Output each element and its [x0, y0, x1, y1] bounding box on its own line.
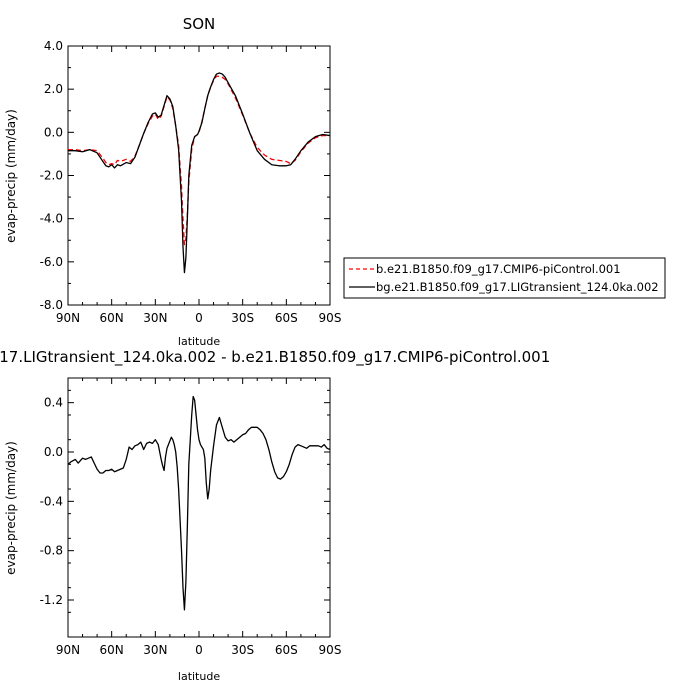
top-x-tick-label: 0 [195, 311, 203, 325]
bottom-series-layer [67, 395, 331, 611]
top-y-axis-label: evap-precip (mm/day) [4, 109, 18, 243]
top-y-tick-label: -8.0 [40, 298, 63, 312]
top-x-tick-label: 60S [275, 311, 298, 325]
legend: b.e21.B1850.f09_g17.CMIP6-piControl.001 … [343, 257, 666, 299]
top-y-tick-label: 4.0 [44, 39, 63, 53]
bottom-panel: bg.e21.B1850.f09_g17.LIGtransient_124.0k… [0, 348, 550, 683]
top-chart-title: SON [183, 15, 216, 33]
bottom-series-line-0 [67, 395, 331, 611]
bottom-x-tick-label: 60N [100, 643, 124, 657]
top-x-tick-label: 30N [143, 311, 167, 325]
bottom-x-tick-label: 30N [143, 643, 167, 657]
top-x-axis: 90N 60N 30N 0 30S 60S 90S [56, 46, 342, 325]
bottom-plot-frame [67, 377, 331, 638]
top-y-tick-label: -6.0 [40, 255, 63, 269]
top-y-tick-label: 0.0 [44, 125, 63, 139]
top-y-tick-label: -4.0 [40, 212, 63, 226]
bottom-y-tick-label: 0.0 [44, 445, 63, 459]
legend-label-control: b.e21.B1850.f09_g17.CMIP6-piControl.001 [376, 262, 621, 276]
bottom-chart-title: bg.e21.B1850.f09_g17.LIGtransient_124.0k… [0, 348, 550, 367]
top-x-tick-label: 60N [100, 311, 124, 325]
bottom-y-axis-label: evap-precip (mm/day) [4, 441, 18, 575]
top-y-axis: 4.0 2.0 0.0 -2.0 -4.0 -6.0 -8.0 [40, 39, 330, 312]
legend-label-lig: bg.e21.B1850.f09_g17.LIGtransient_124.0k… [376, 280, 659, 294]
bottom-x-tick-label: 0 [195, 643, 203, 657]
legend-box [343, 257, 666, 299]
bottom-y-axis: 0.4 0.0 -0.4 -0.8 -1.2 [40, 389, 330, 638]
top-x-tick-label: 90N [56, 311, 80, 325]
bottom-x-tick-label: 30S [231, 643, 254, 657]
bottom-x-tick-label: 90N [56, 643, 80, 657]
top-series-layer [68, 72, 331, 274]
top-plot-frame [67, 45, 331, 306]
bottom-y-tick-label: 0.4 [44, 396, 63, 410]
bottom-x-tick-label: 60S [275, 643, 298, 657]
bottom-x-axis-label: latitude [178, 670, 220, 683]
bottom-y-tick-label: -0.4 [40, 494, 63, 508]
top-series-line-0 [68, 75, 330, 246]
top-x-axis-label: latitude [178, 335, 220, 348]
top-y-tick-label: 2.0 [44, 82, 63, 96]
top-x-tick-label: 90S [319, 311, 342, 325]
bottom-y-tick-label: -1.2 [40, 593, 63, 607]
top-y-tick-label: -2.0 [40, 169, 63, 183]
bottom-x-tick-label: 90S [319, 643, 342, 657]
bottom-y-tick-label: -0.8 [40, 544, 63, 558]
top-x-tick-label: 30S [231, 311, 254, 325]
top-panel: SON 90N 60N 30N 0 30S 60S 90S 4.0 2.0 0.0 -2.0 -4.… [4, 15, 341, 348]
top-series-line-1 [68, 72, 331, 274]
bottom-x-axis: 90N 60N 30N 0 30S 60S 90S [56, 378, 342, 657]
